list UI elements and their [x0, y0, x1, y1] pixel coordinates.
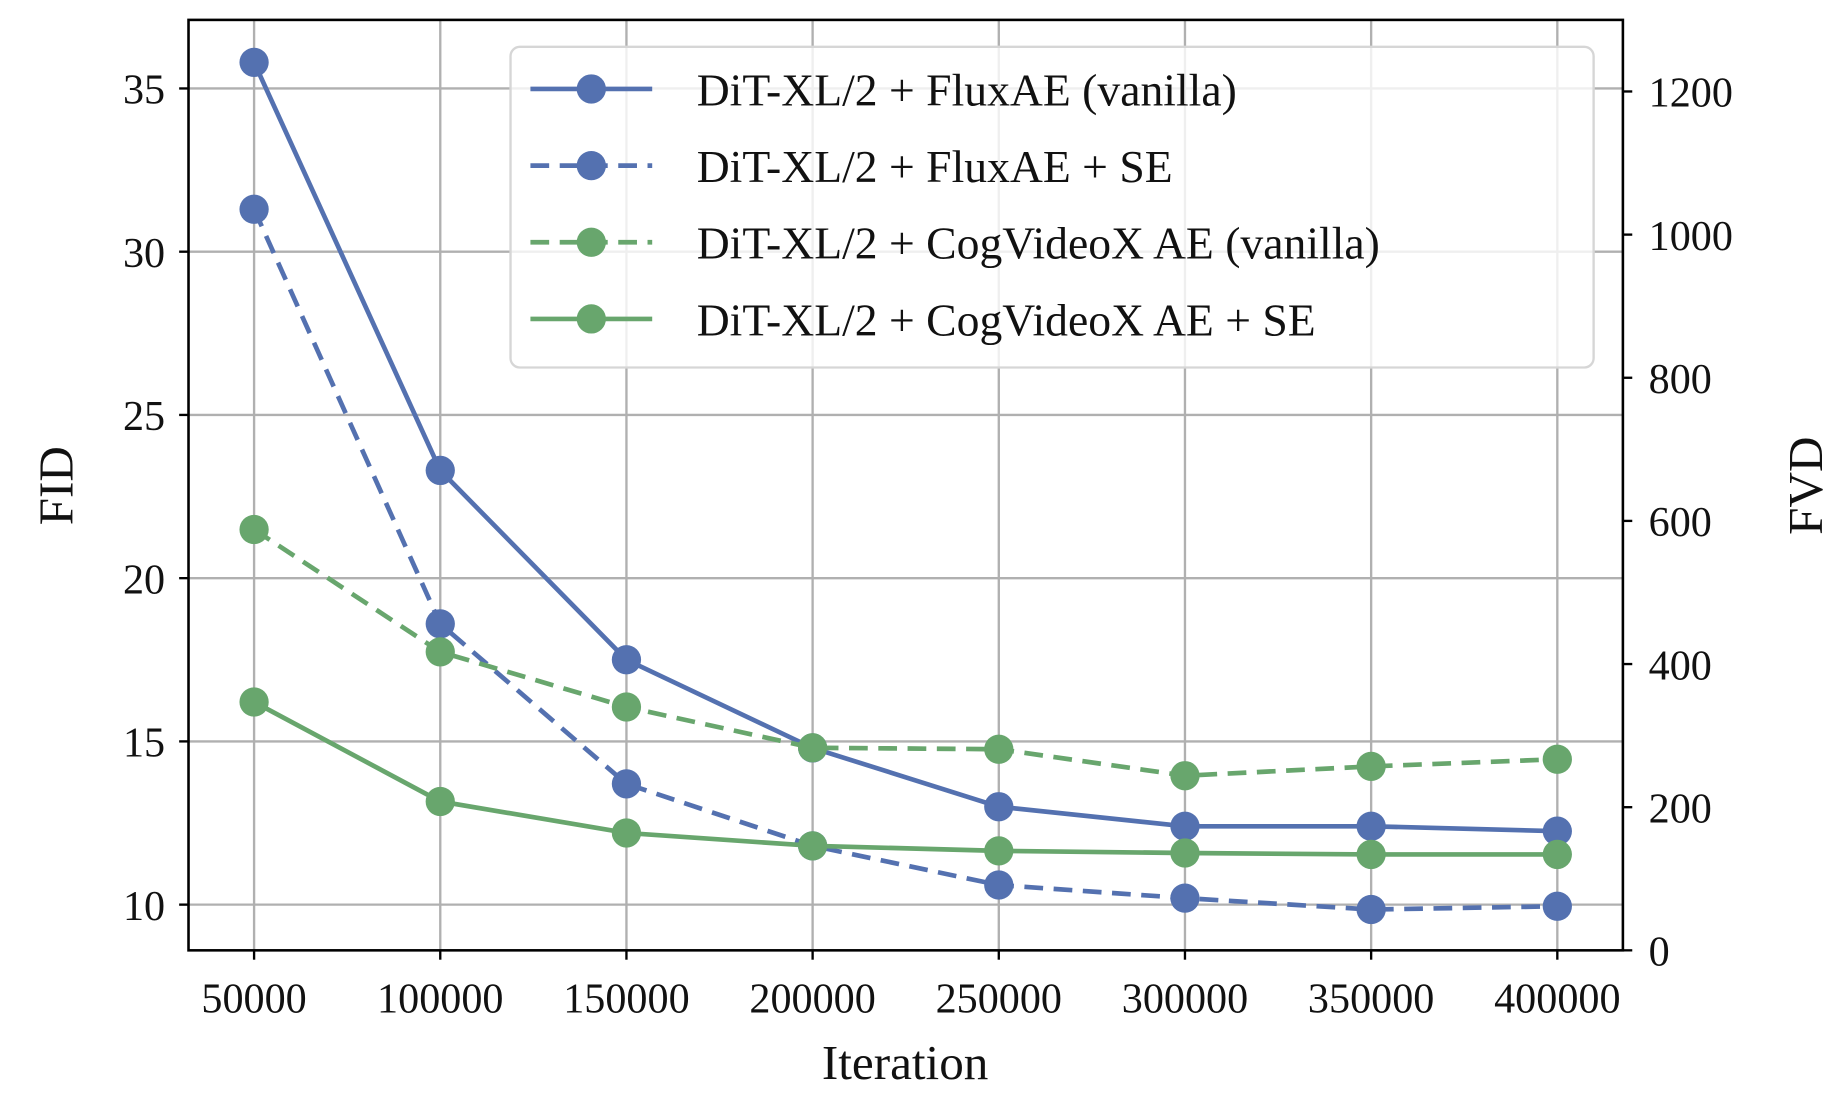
data-point: [797, 733, 828, 763]
legend-marker: [576, 74, 606, 104]
data-point: [1170, 838, 1200, 868]
y-right-tick-label: 1200: [1649, 70, 1733, 117]
y-axis-label-right: FVD: [1778, 437, 1833, 535]
data-point: [984, 836, 1014, 866]
legend-label: DiT-XL/2 + FluxAE (vanilla): [697, 64, 1237, 115]
y-right-tick-label: 1000: [1649, 213, 1733, 260]
plot-frame: [187, 18, 1625, 952]
series-line: [251, 61, 1558, 834]
data-point: [1170, 761, 1200, 791]
data-point: [984, 792, 1014, 822]
x-tick-label: 400000: [1494, 975, 1620, 1022]
y-left-tick-label: 10: [123, 883, 165, 930]
data-point: [1542, 744, 1572, 774]
legend-marker: [576, 227, 606, 257]
data-point: [425, 609, 455, 639]
data-point: [1542, 839, 1572, 870]
data-point: [425, 455, 455, 486]
series-line: [252, 699, 1558, 857]
y-left-tick-label: 25: [123, 393, 165, 440]
data-point: [1170, 811, 1200, 841]
ticks: 50000 100000 150000 200000 250000 300000 35000…: [123, 67, 1733, 1023]
legend-label: DiT-XL/2 + CogVideoX AE (vanilla): [697, 218, 1380, 269]
data-point: [984, 870, 1014, 900]
y-left-tick-label: 15: [123, 720, 165, 767]
data-point: [797, 831, 828, 861]
y-right-tick-label: 200: [1649, 785, 1712, 832]
data-point: [1542, 891, 1572, 921]
y-right-tick-label: 0: [1649, 929, 1670, 976]
data-point: [1170, 883, 1200, 913]
legend-label: DiT-XL/2 + FluxAE + SE: [697, 141, 1173, 192]
data-point: [425, 786, 455, 817]
data-point: [239, 47, 269, 77]
series-group: [239, 47, 1572, 925]
legend-marker: [576, 304, 606, 334]
y-right-tick-label: 600: [1649, 499, 1712, 546]
x-tick-label: 250000: [936, 975, 1062, 1022]
data-point: [239, 687, 269, 717]
legend-label: DiT-XL/2 + CogVideoX AE + SE: [697, 294, 1316, 345]
legend-marker: [576, 150, 606, 181]
x-axis-label: Iteration: [822, 1035, 989, 1090]
data-point: [984, 734, 1014, 764]
y-right-tick-label: 400: [1649, 642, 1712, 689]
x-tick-label: 150000: [563, 975, 689, 1022]
y-left-tick-label: 35: [123, 67, 165, 114]
x-tick-label: 200000: [749, 975, 875, 1022]
data-point: [1356, 811, 1386, 841]
data-point: [425, 637, 455, 667]
y-left-tick-label: 20: [123, 556, 165, 603]
x-tick-label: 100000: [377, 975, 503, 1022]
data-point: [1356, 839, 1386, 870]
x-tick-label: 350000: [1308, 975, 1434, 1022]
data-point: [611, 692, 642, 722]
data-point: [1356, 894, 1386, 925]
y-axis-label-left: FID: [29, 446, 84, 525]
data-point: [1542, 816, 1572, 846]
data-point: [611, 769, 642, 799]
data-point: [239, 194, 269, 224]
x-tick-label: 300000: [1122, 975, 1248, 1022]
data-point: [1356, 751, 1386, 782]
data-point: [611, 645, 642, 675]
x-tick-label: 50000: [201, 975, 306, 1022]
legend: DiT-XL/2 + FluxAE (vanilla) DiT-XL/2 + Fl…: [509, 45, 1595, 369]
data-point: [611, 818, 642, 848]
data-point: [239, 514, 269, 545]
y-left-tick-label: 30: [123, 230, 165, 277]
legend-box: [509, 45, 1595, 369]
y-right-tick-label: 800: [1649, 356, 1712, 403]
